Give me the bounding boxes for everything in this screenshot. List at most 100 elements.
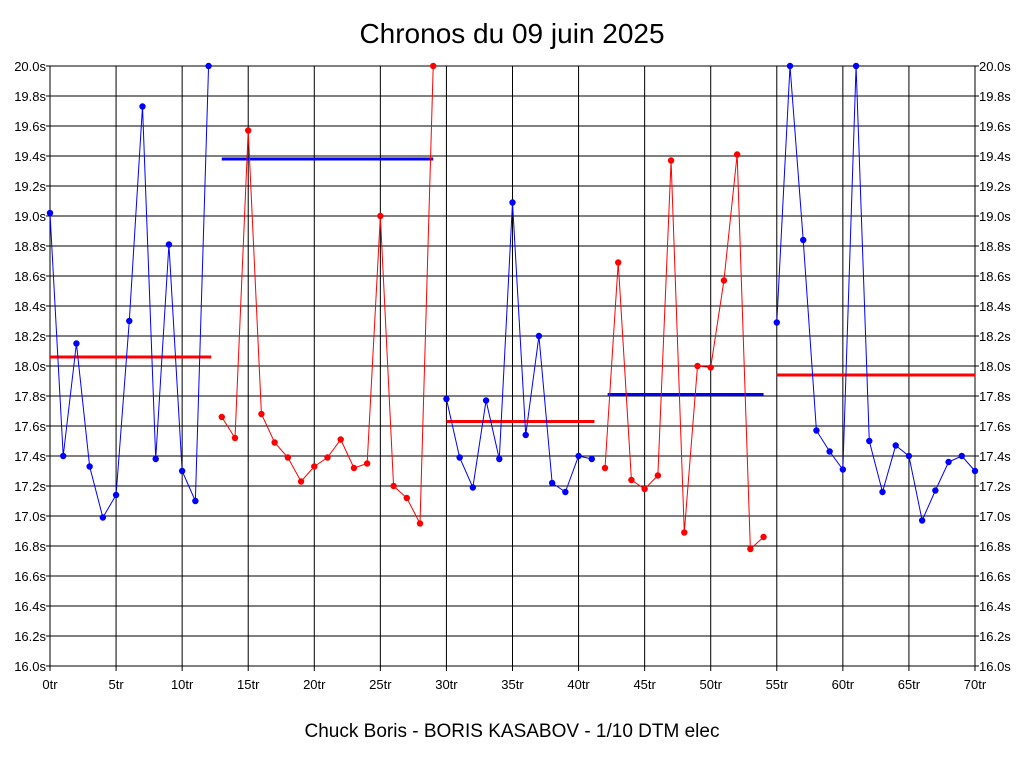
data-point [482,397,490,404]
data-point [112,491,120,499]
grid [49,65,976,667]
y-tick-label-left: 19.4s [14,149,46,164]
data-point [879,488,886,496]
data-point [720,277,728,284]
data-point [363,460,371,467]
data-point [377,212,384,220]
data-point [46,209,54,217]
data-point [971,467,979,475]
axes: 16.0s 16.0s 16.2s 16.2s 16.4s 16.4s 16.6s 16.6s… [14,59,1011,692]
y-tick-label-right: 16.6s [979,569,1011,584]
x-tick-label: 70tr [964,677,987,692]
y-tick-label-right: 17.6s [979,419,1011,434]
data-point [707,364,714,371]
data-point [522,431,529,439]
data-point [218,413,225,421]
data-point [826,448,833,455]
data-point [786,62,794,70]
x-tick-label: 65tr [898,677,921,692]
data-point [496,455,503,463]
series-line [445,202,592,493]
data-point [800,236,807,244]
data-point [932,487,939,494]
data-point [866,437,873,445]
data-point [297,478,305,485]
data-point [654,472,662,479]
data-point [416,520,424,527]
y-tick-label-right: 18.6s [979,269,1011,284]
y-tick-label-right: 17.0s [979,509,1011,524]
data-point [694,362,701,370]
data-point [535,332,543,340]
y-tick-label-right: 20.0s [979,59,1011,74]
x-tick-label: 20tr [303,677,326,692]
data-point [430,62,437,70]
y-tick-label-right: 17.4s [979,449,1011,464]
x-tick-label: 30tr [435,677,458,692]
data-point [86,463,93,470]
x-tick-label: 50tr [700,677,723,692]
data-point [601,464,609,472]
x-tick-label: 15tr [237,677,260,692]
data-point [271,439,278,446]
y-tick-label-right: 16.2s [979,629,1011,644]
data-point [681,529,688,536]
data-point [509,199,516,206]
y-tick-label-left: 19.2s [14,179,46,194]
data-point [456,454,463,461]
average-lines [50,157,975,423]
y-tick-label-left: 18.8s [14,239,46,254]
data-point [205,62,212,70]
data-point [231,434,239,442]
data-point [403,494,410,502]
y-tick-label-left: 19.8s [14,89,46,104]
y-tick-label-right: 18.8s [979,239,1011,254]
y-tick-label-right: 19.6s [979,119,1011,134]
data-point [99,514,107,521]
data-point [350,464,358,472]
series-line [604,154,764,551]
y-tick-label-right: 16.0s [979,659,1011,674]
data-point [284,454,292,461]
series-line [776,65,976,523]
y-tick-label-right: 16.4s [979,599,1011,614]
data-point [628,476,635,484]
data-point [575,452,582,460]
data-point [641,485,648,493]
data-point [192,497,199,505]
data-point [615,259,622,266]
data-point [760,533,767,541]
data-point [337,436,344,443]
plot-frame [49,65,976,667]
data-point [905,452,913,460]
y-tick-label-right: 17.2s [979,479,1011,494]
data-point [945,458,952,466]
data-point [126,317,133,325]
y-tick-label-left: 17.0s [14,509,46,524]
y-tick-label-left: 18.4s [14,299,46,314]
y-tick-label-left: 16.8s [14,539,46,554]
x-tick-label: 35tr [501,677,524,692]
x-tick-label: 60tr [832,677,855,692]
data-point [178,467,186,475]
data-point [311,463,318,470]
x-tick-label: 10tr [171,677,194,692]
y-tick-label-left: 19.0s [14,209,46,224]
y-tick-label-left: 17.2s [14,479,46,494]
y-tick-label-right: 19.8s [979,89,1011,104]
y-tick-label-right: 18.4s [979,299,1011,314]
y-tick-label-left: 17.6s [14,419,46,434]
data-point [773,319,780,326]
y-tick-label-right: 19.2s [979,179,1011,194]
x-tick-label: 55tr [766,677,789,692]
data-point [245,127,252,134]
y-tick-label-left: 17.4s [14,449,46,464]
x-tick-label: 45tr [633,677,656,692]
y-tick-label-left: 18.0s [14,359,46,374]
data-point [139,103,146,110]
y-tick-label-left: 16.2s [14,629,46,644]
y-tick-label-right: 19.4s [979,149,1011,164]
data-point [73,340,80,347]
y-tick-label-right: 18.0s [979,359,1011,374]
